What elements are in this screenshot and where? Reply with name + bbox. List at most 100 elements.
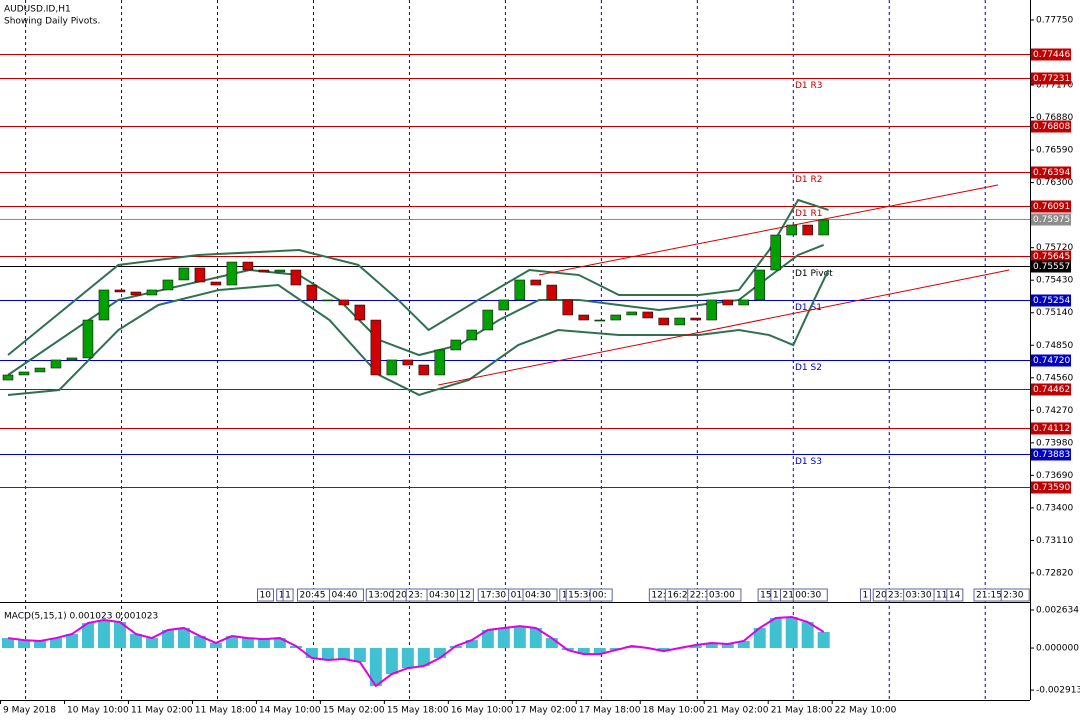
price-label: 0.73883 — [1033, 450, 1070, 460]
event-label: 17:30 — [480, 591, 506, 601]
macd-bar — [689, 644, 702, 649]
event-label: 12: — [651, 591, 665, 601]
macd-bar — [705, 642, 718, 649]
macd-bar — [209, 642, 222, 649]
candle — [66, 357, 78, 361]
event-label: 1 — [279, 591, 285, 601]
price-label: 0.74462 — [1033, 385, 1070, 395]
x-tick-label: 11 May 02:00 — [131, 706, 193, 716]
candle — [562, 299, 574, 316]
candle — [434, 349, 446, 376]
event-label: 20:45 — [299, 591, 325, 601]
event-label: 20 — [395, 591, 407, 601]
x-tick-label: 10 May 10:00 — [67, 706, 129, 716]
pivot-name: D1 R2 — [795, 175, 823, 185]
event-marker — [282, 588, 294, 602]
macd-bar — [737, 640, 750, 649]
candle — [386, 359, 398, 376]
candle — [802, 224, 813, 236]
candle — [178, 267, 190, 281]
candle — [130, 291, 142, 296]
price-label: 0.76091 — [1033, 202, 1070, 212]
price-label: 0.77231 — [1033, 74, 1070, 84]
candle — [786, 224, 797, 236]
event-label: 23: — [408, 591, 422, 601]
x-tick-label: 15 May 18:00 — [387, 706, 449, 716]
candle — [626, 311, 638, 316]
event-label: 03:00 — [709, 591, 735, 601]
macd-bar — [177, 627, 190, 649]
event-marker — [257, 588, 274, 602]
price-label: 0.76394 — [1033, 168, 1070, 178]
y-tick-label: 0.74850 — [1036, 341, 1073, 351]
price-label-box — [1031, 481, 1071, 494]
price-label-box — [1031, 448, 1071, 461]
event-label: 2:30 — [1003, 591, 1023, 601]
candle — [338, 299, 350, 306]
candle — [354, 304, 366, 321]
candle — [290, 269, 302, 286]
price-label-box — [1031, 422, 1071, 435]
event-label: 1 — [285, 591, 291, 601]
y-tick-label: 0.72820 — [1036, 568, 1073, 578]
price-label: 0.73590 — [1033, 483, 1070, 493]
macd-bar — [257, 639, 270, 649]
event-label: 14 — [949, 591, 961, 601]
event-marker — [589, 588, 613, 602]
macd-bar — [657, 648, 670, 652]
candle — [146, 289, 158, 296]
chart-subtitle: Showing Daily Pivots. — [4, 17, 100, 27]
price-label-box — [1031, 383, 1071, 396]
y-tick-label: -0.002913 — [1036, 686, 1080, 696]
candle — [818, 219, 829, 236]
macd-bar — [353, 648, 366, 663]
candle — [610, 314, 622, 321]
candle — [114, 289, 126, 293]
macd-bar — [49, 638, 62, 649]
x-tick-label: 15 May 02:00 — [323, 706, 385, 716]
event-label: 1 — [562, 591, 568, 601]
candle — [306, 284, 318, 301]
macd-bar — [273, 638, 286, 649]
macd-bar — [433, 648, 446, 658]
candle — [82, 319, 94, 359]
macd-bar — [1, 638, 14, 649]
trend-line — [438, 269, 1010, 386]
event-label: 1 — [862, 591, 868, 601]
pivot-name: D1 R3 — [795, 81, 823, 91]
candle — [578, 314, 590, 321]
x-tick-label: 11 May 18:00 — [195, 706, 257, 716]
candle — [162, 279, 174, 291]
macd-bar — [753, 627, 766, 649]
price-label: 0.76808 — [1033, 122, 1070, 132]
price-label-box — [1031, 250, 1071, 263]
macd-bar — [337, 648, 350, 660]
candle — [482, 309, 494, 331]
candle — [402, 359, 414, 366]
y-tick-label: 0.73110 — [1036, 536, 1073, 546]
event-marker — [706, 588, 742, 602]
macd-title: MACD(5,15,1) 0.001023 0.001023 — [4, 612, 158, 622]
candle — [370, 319, 382, 376]
event-marker — [328, 588, 364, 602]
event-label: 00:30 — [795, 591, 821, 601]
candle — [50, 359, 62, 369]
candle — [194, 267, 206, 283]
y-tick-label: 0.002634 — [1036, 606, 1079, 616]
pivot-name: D1 Pivot — [795, 269, 833, 279]
event-label: 22:3 — [690, 591, 710, 601]
macd-bar — [529, 627, 542, 649]
y-tick-label: 0.75720 — [1036, 243, 1073, 253]
event-label: 15:30 — [568, 591, 594, 601]
macd-bar — [33, 640, 46, 649]
price-label: 0.74720 — [1033, 356, 1070, 366]
event-label: 20 — [875, 591, 887, 601]
candle — [594, 319, 606, 322]
candle — [546, 284, 558, 301]
candle — [530, 279, 542, 286]
event-label: 11 — [936, 591, 947, 601]
macd-bar — [481, 629, 494, 649]
y-tick-label: 0.75140 — [1036, 308, 1073, 318]
macd-bar — [65, 634, 78, 649]
